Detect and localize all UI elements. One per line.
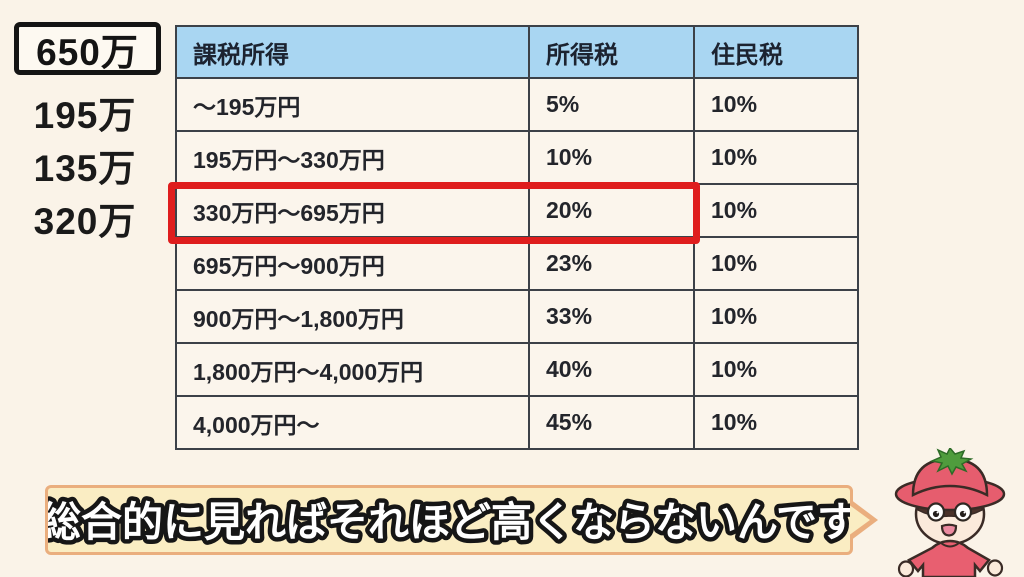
resident-tax-cell: 10% xyxy=(693,183,859,238)
income-part-value: 135万 xyxy=(33,148,137,189)
income-tax-cell: 45% xyxy=(528,395,695,450)
speech-bubble-tail xyxy=(848,504,870,536)
resident-tax-cell: 10% xyxy=(693,77,859,132)
income-range-cell: 195万円〜330万円 xyxy=(175,130,530,185)
table-row: 〜195万円 5% 10% xyxy=(175,77,859,132)
speech-bubble-text-svg: 総合的に見ればそれほど高くならないんです xyxy=(48,495,850,550)
header-income-tax: 所得税 xyxy=(528,25,695,79)
income-part-value: 320万 xyxy=(33,201,137,242)
table-row: 695万円〜900万円 23% 10% xyxy=(175,236,859,291)
resident-tax-cell: 10% xyxy=(693,289,859,344)
header-resident-tax: 住民税 xyxy=(693,25,859,79)
resident-tax-cell: 10% xyxy=(693,130,859,185)
total-income-badge: 650万 xyxy=(14,22,161,75)
mascot-left-eye-highlight xyxy=(936,511,939,514)
income-range-cell: 900万円〜1,800万円 xyxy=(175,289,530,344)
mascot-collar xyxy=(940,542,960,548)
resident-tax-cell: 10% xyxy=(693,236,859,291)
table-row: 900万円〜1,800万円 33% 10% xyxy=(175,289,859,344)
resident-tax-cell: 10% xyxy=(693,395,859,450)
income-tax-cell: 33% xyxy=(528,289,695,344)
speech-bubble-text: 総合的に見ればそれほど高くならないんです xyxy=(48,499,850,545)
table-row-highlighted: 330万円〜695万円 20% 10% xyxy=(175,183,859,238)
income-tax-cell: 20% xyxy=(528,183,695,238)
mascot-tomato-stem-icon xyxy=(929,448,974,476)
tomato-kid-mascot xyxy=(894,448,1006,577)
table-row: 195万円〜330万円 10% 10% xyxy=(175,130,859,185)
income-range-cell: 330万円〜695万円 xyxy=(175,183,530,238)
resident-tax-cell: 10% xyxy=(693,342,859,397)
income-range-cell: 1,800万円〜4,000万円 xyxy=(175,342,530,397)
income-tax-cell: 10% xyxy=(528,130,695,185)
income-range-cell: 695万円〜900万円 xyxy=(175,236,530,291)
table-row: 1,800万円〜4,000万円 40% 10% xyxy=(175,342,859,397)
income-tax-cell: 23% xyxy=(528,236,695,291)
income-tax-cell: 5% xyxy=(528,77,695,132)
income-part-value: 195万 xyxy=(33,95,137,136)
mascot-hat-dome xyxy=(911,457,989,498)
tax-rate-table: 課税所得 所得税 住民税 〜195万円 5% 10% 195万円〜330万円 1… xyxy=(175,25,859,450)
income-range-cell: 4,000万円〜 xyxy=(175,395,530,450)
mascot-right-hand xyxy=(986,559,1004,577)
income-range-cell: 〜195万円 xyxy=(175,77,530,132)
header-taxable-income: 課税所得 xyxy=(175,25,530,79)
table-row: 4,000万円〜 45% 10% xyxy=(175,395,859,450)
table-header-row: 課税所得 所得税 住民税 xyxy=(175,25,859,79)
mascot-right-eye-highlight xyxy=(963,511,966,514)
mascot-mouth xyxy=(940,523,958,537)
income-tax-cell: 40% xyxy=(528,342,695,397)
speech-bubble: 総合的に見ればそれほど高くならないんです xyxy=(45,485,878,555)
